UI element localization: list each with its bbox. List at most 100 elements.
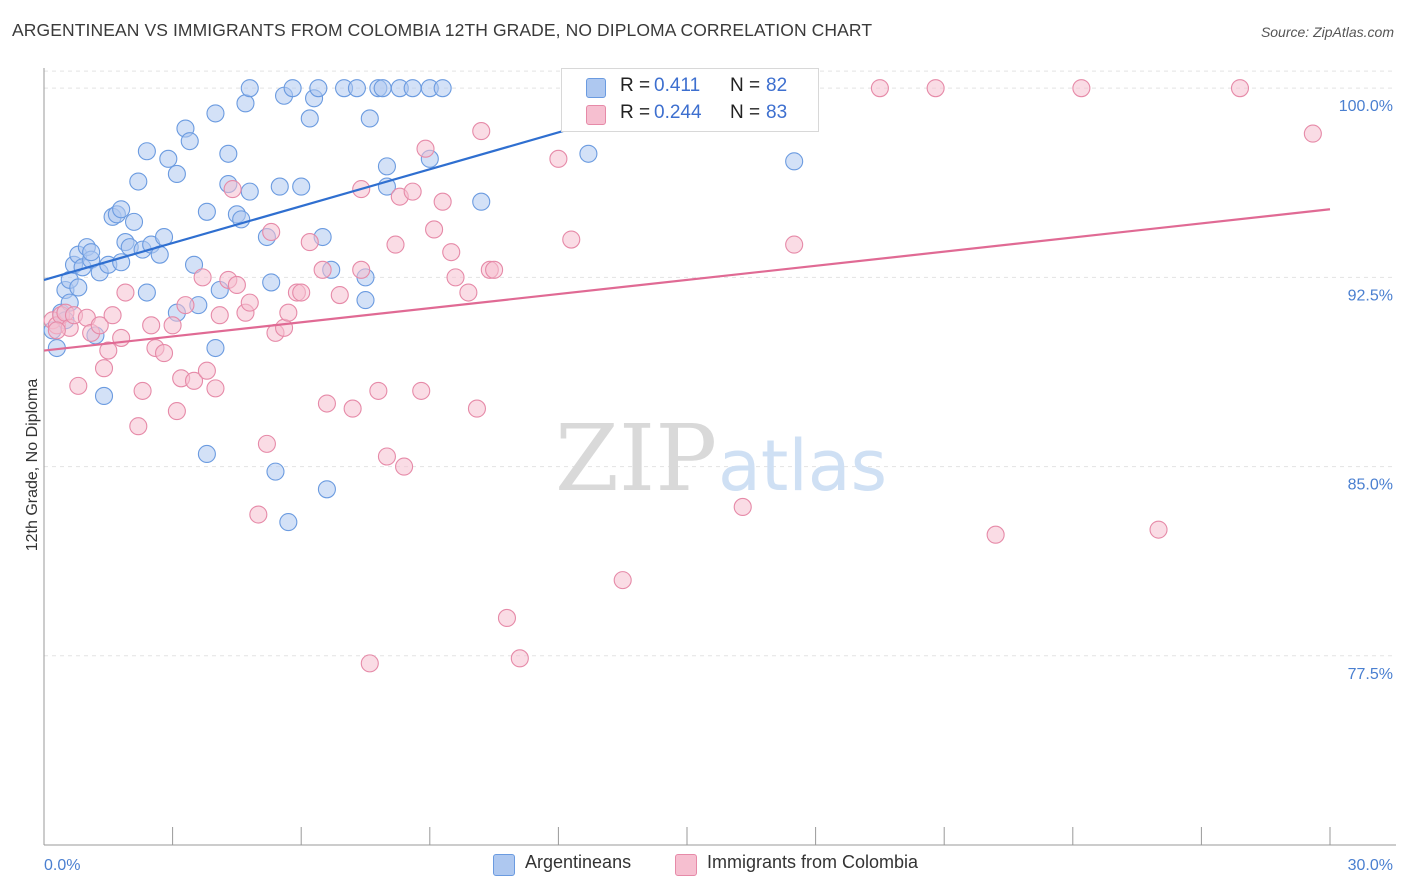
- data-point: [1149, 520, 1168, 539]
- data-point: [167, 402, 186, 421]
- data-point: [412, 381, 431, 400]
- watermark-atlas: atlas: [718, 425, 887, 507]
- data-point: [300, 109, 319, 128]
- data-point: [472, 192, 491, 211]
- data-point: [197, 202, 216, 221]
- stats-legend: R = 0.411 N = 82 R = 0.244 N = 83: [561, 68, 819, 132]
- data-point: [425, 220, 444, 239]
- data-point: [459, 283, 478, 302]
- data-point: [206, 338, 225, 358]
- n-label: N =: [730, 75, 761, 96]
- data-point: [227, 275, 246, 295]
- data-point: [356, 291, 375, 310]
- data-point: [94, 386, 114, 406]
- data-point: [206, 379, 225, 398]
- data-point: [223, 180, 242, 199]
- data-point: [47, 321, 66, 340]
- data-point: [249, 505, 268, 524]
- data-point: [82, 243, 101, 262]
- data-points: [43, 79, 1322, 673]
- gridlines: [44, 70, 1396, 657]
- n-label: N =: [730, 102, 761, 123]
- data-point: [309, 79, 328, 98]
- data-point: [1230, 79, 1250, 98]
- trend-line: [43, 208, 1331, 352]
- data-point: [403, 182, 422, 201]
- data-point: [279, 303, 298, 322]
- data-point: [497, 608, 517, 628]
- data-point: [154, 344, 174, 363]
- data-point: [112, 200, 131, 219]
- data-point: [377, 447, 396, 466]
- data-point: [785, 152, 804, 171]
- data-point: [352, 260, 371, 279]
- data-point: [116, 283, 135, 302]
- data-point: [472, 122, 491, 141]
- data-point: [137, 142, 156, 161]
- data-point: [240, 182, 259, 201]
- data-point: [279, 513, 298, 532]
- data-point: [369, 381, 388, 400]
- data-point: [395, 457, 414, 476]
- data-point: [159, 149, 178, 168]
- y-tick-label: 77.5%: [1348, 666, 1393, 683]
- data-point: [300, 233, 319, 252]
- data-point: [94, 359, 114, 378]
- y-tick-label: 92.5%: [1348, 287, 1393, 304]
- data-point: [986, 525, 1005, 544]
- watermark-zip: ZIP: [555, 405, 717, 512]
- r-value: 0.411: [654, 75, 701, 96]
- data-point: [176, 296, 195, 315]
- data-point: [206, 104, 225, 123]
- data-point: [137, 283, 156, 302]
- y-tick-label: 100.0%: [1339, 98, 1393, 115]
- axes: [43, 68, 1396, 846]
- y-tick-label: 85.0%: [1348, 477, 1393, 494]
- source-label: Source: ZipAtlas.com: [1260, 24, 1394, 40]
- data-point: [99, 341, 118, 360]
- data-point: [373, 79, 392, 98]
- data-point: [236, 94, 255, 113]
- watermark: ZIP atlas: [555, 405, 887, 512]
- data-point: [292, 283, 311, 302]
- data-point: [386, 235, 405, 254]
- data-point: [124, 212, 144, 231]
- r-label: R =: [620, 75, 651, 96]
- data-point: [180, 132, 199, 151]
- data-point: [416, 139, 435, 158]
- data-point: [1072, 79, 1091, 98]
- data-point: [330, 285, 349, 305]
- stats-legend-row-argentineans: R = 0.411 N = 82: [562, 74, 818, 100]
- data-point: [133, 381, 152, 400]
- data-point: [317, 480, 336, 499]
- data-point: [317, 394, 336, 413]
- legend-swatch-blue: [586, 78, 606, 98]
- data-point: [1303, 124, 1322, 143]
- data-point: [184, 255, 204, 274]
- data-point: [270, 177, 289, 196]
- data-point: [549, 149, 568, 168]
- data-point: [562, 230, 581, 249]
- stats-legend-row-colombia: R = 0.244 N = 83: [562, 101, 818, 127]
- legend-swatch-pink: [586, 105, 606, 125]
- data-point: [167, 164, 186, 184]
- data-point: [197, 444, 216, 464]
- data-point: [446, 268, 465, 287]
- data-point: [733, 497, 752, 517]
- data-point: [275, 318, 294, 337]
- chart-title: ARGENTINEAN VS IMMIGRANTS FROM COLOMBIA …: [12, 20, 873, 40]
- data-point: [163, 316, 182, 335]
- data-point: [442, 243, 461, 262]
- x-tick-label: 0.0%: [44, 857, 80, 874]
- data-point: [360, 654, 379, 673]
- data-point: [219, 144, 238, 163]
- data-point: [262, 222, 281, 242]
- r-label: R =: [620, 102, 651, 123]
- data-point: [613, 571, 632, 590]
- legend-label: Argentineans: [525, 852, 632, 872]
- data-point: [112, 328, 131, 347]
- data-point: [69, 278, 88, 297]
- data-point: [377, 157, 396, 176]
- data-point: [785, 235, 804, 254]
